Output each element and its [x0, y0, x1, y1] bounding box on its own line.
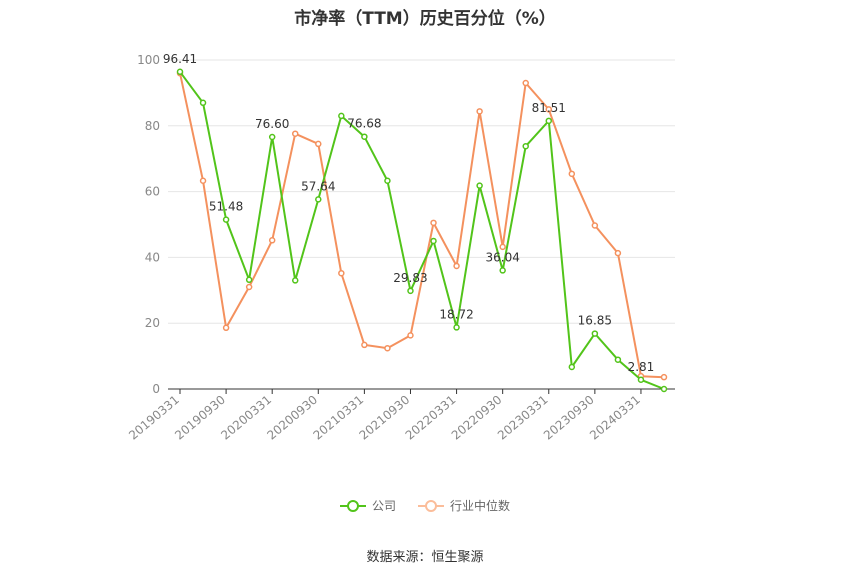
- y-tick-label: 60: [145, 185, 160, 199]
- data-point[interactable]: [430, 219, 437, 227]
- y-axis: 0 20 40 60 80 100: [137, 53, 160, 396]
- y-tick-label: 40: [145, 250, 160, 264]
- data-point[interactable]: [338, 112, 345, 120]
- data-point[interactable]: [660, 373, 668, 381]
- y-tick-label: 0: [152, 382, 160, 396]
- legend-industry-marker: [418, 499, 444, 513]
- data-point[interactable]: [268, 237, 276, 244]
- data-point[interactable]: [453, 324, 460, 331]
- data-label: 76.60: [255, 117, 289, 131]
- y-tick-label: 80: [145, 119, 160, 133]
- data-point[interactable]: [614, 356, 622, 363]
- data-point[interactable]: [361, 133, 368, 140]
- data-point[interactable]: [407, 332, 414, 339]
- source-note: 数据来源：恒生聚源: [366, 550, 484, 565]
- legend-item-industry-median[interactable]: 行业中位数: [418, 497, 510, 514]
- data-point[interactable]: [361, 341, 368, 349]
- data-point[interactable]: [660, 385, 668, 393]
- data-label: 76.68: [347, 117, 381, 131]
- series-line-0: [179, 71, 665, 390]
- data-point[interactable]: [222, 216, 230, 223]
- data-point[interactable]: [268, 133, 276, 141]
- data-point[interactable]: [176, 68, 184, 76]
- data-point[interactable]: [499, 267, 506, 274]
- x-tick-label: 20210331: [311, 393, 367, 443]
- data-labels: 96.41 51.48 76.60 57.64 76.68 29.83 18.72 36.04…: [163, 52, 654, 374]
- legend-industry-label: 行业中位数: [450, 499, 511, 513]
- x-tick-label: 20220331: [403, 393, 459, 443]
- data-label: 18.72: [439, 307, 473, 321]
- data-label: 81.51: [532, 101, 566, 115]
- x-tick-label: 20200331: [218, 393, 274, 443]
- data-point[interactable]: [614, 249, 622, 257]
- data-point[interactable]: [407, 287, 414, 295]
- data-point[interactable]: [545, 106, 553, 113]
- data-point[interactable]: [245, 283, 253, 291]
- data-point[interactable]: [199, 177, 207, 184]
- data-point[interactable]: [199, 99, 207, 107]
- series-lines: [176, 68, 668, 393]
- data-point[interactable]: [291, 130, 299, 137]
- x-tick-label: 20240331: [587, 393, 643, 443]
- data-label: 36.04: [485, 250, 519, 264]
- data-point[interactable]: [568, 363, 576, 371]
- data-point[interactable]: [522, 79, 529, 87]
- data-label: 57.64: [301, 179, 335, 193]
- data-label: 29.83: [393, 271, 427, 285]
- data-point[interactable]: [222, 324, 230, 332]
- x-tick-labels: 2019033120190930202003312020093020210331…: [126, 389, 643, 443]
- data-point[interactable]: [315, 196, 322, 203]
- x-tick-label: 20230331: [495, 393, 551, 443]
- legend-item-company[interactable]: 公司: [339, 497, 396, 514]
- data-point[interactable]: [545, 117, 553, 125]
- x-tick-label: 20190331: [126, 393, 182, 443]
- data-point[interactable]: [499, 243, 506, 251]
- data-point[interactable]: [476, 182, 483, 189]
- data-point[interactable]: [384, 177, 391, 184]
- data-point[interactable]: [315, 140, 322, 148]
- data-point[interactable]: [430, 237, 437, 245]
- x-tick-label: 20230930: [541, 393, 597, 443]
- x-tick-label: 20220930: [449, 393, 505, 443]
- data-point[interactable]: [568, 170, 576, 178]
- grid-lines: [168, 59, 675, 324]
- data-point[interactable]: [384, 344, 391, 352]
- y-tick-label: 20: [145, 316, 160, 330]
- legend-company-marker: [339, 499, 366, 513]
- data-point[interactable]: [476, 108, 483, 115]
- x-tick-label: 20210930: [357, 393, 413, 443]
- legend: 公司 行业中位数: [0, 497, 850, 514]
- data-point[interactable]: [338, 269, 345, 277]
- chart-title: 市净率（TTM）历史百分位（%）: [294, 9, 556, 29]
- data-point[interactable]: [245, 276, 253, 284]
- legend-company-label: 公司: [371, 499, 396, 513]
- data-point[interactable]: [637, 376, 645, 384]
- y-tick-label: 100: [137, 53, 160, 67]
- x-tick-label: 20200930: [264, 393, 320, 443]
- x-tick-label: 20190930: [172, 393, 228, 443]
- data-label: 51.48: [209, 200, 243, 214]
- data-point[interactable]: [591, 222, 599, 229]
- data-point[interactable]: [522, 142, 529, 150]
- data-label: 96.41: [163, 52, 197, 66]
- data-point[interactable]: [591, 330, 599, 337]
- data-point[interactable]: [291, 277, 299, 284]
- data-label: 2.81: [628, 360, 655, 374]
- data-point[interactable]: [453, 262, 460, 270]
- series-line-1: [179, 72, 665, 379]
- data-label: 16.85: [578, 314, 612, 328]
